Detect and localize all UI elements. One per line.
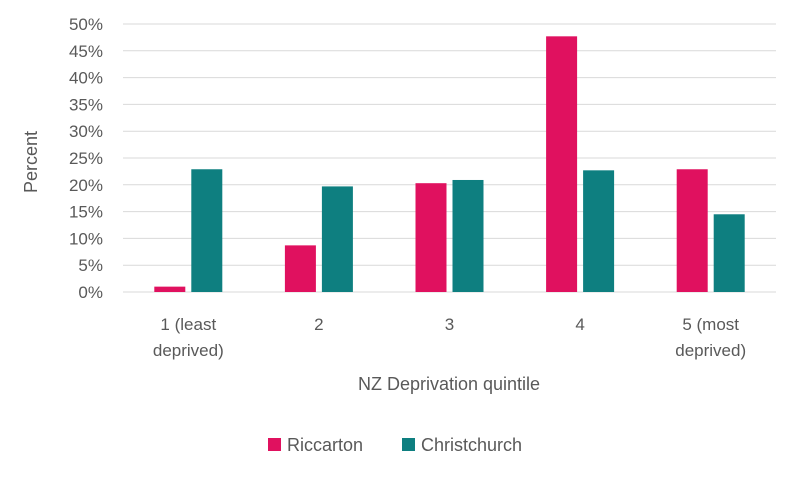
bar-christchurch-4: [583, 170, 615, 292]
y-tick-label: 30%: [69, 122, 103, 141]
y-tick-label: 15%: [69, 203, 103, 222]
x-category-label: 1 (least deprived): [153, 315, 224, 360]
y-axis-ticks: 0% 5% 10% 15% 20% 25% 30% 35% 40% 45% 50%: [69, 15, 103, 302]
bar-riccarton-3: [415, 183, 447, 292]
legend-label-christchurch: Christchurch: [421, 435, 522, 455]
x-category-label: 3: [445, 315, 454, 334]
bar-christchurch-1: [191, 169, 223, 292]
bars: [154, 36, 745, 292]
y-tick-label: 20%: [69, 176, 103, 195]
legend-label-riccarton: Riccarton: [287, 435, 363, 455]
gridlines: [123, 23, 776, 293]
bar-christchurch-3: [452, 179, 484, 292]
y-axis-title: Percent: [21, 131, 41, 193]
y-tick-label: 40%: [69, 69, 103, 88]
bar-riccarton-5: [676, 169, 708, 292]
y-tick-label: 10%: [69, 229, 103, 248]
x-axis-categories: 1 (least deprived) 2 3 4 5 (most deprived): [153, 315, 746, 360]
bar-riccarton-4: [546, 36, 578, 292]
bar-christchurch-5: [713, 214, 745, 292]
y-tick-label: 35%: [69, 95, 103, 114]
x-category-label: 2: [314, 315, 323, 334]
x-axis-title: NZ Deprivation quintile: [358, 374, 540, 394]
bar-riccarton-2: [284, 245, 316, 292]
y-tick-label: 5%: [78, 256, 103, 275]
bar-christchurch-2: [321, 186, 353, 292]
y-tick-label: 50%: [69, 15, 103, 34]
y-tick-label: 25%: [69, 149, 103, 168]
y-tick-label: 0%: [78, 283, 103, 302]
x-category-label: 4: [575, 315, 584, 334]
y-tick-label: 45%: [69, 42, 103, 61]
x-category-label: 5 (most deprived): [675, 315, 746, 360]
legend-swatch-riccarton: [268, 438, 281, 451]
legend-swatch-christchurch: [402, 438, 415, 451]
legend: Riccarton Christchurch: [268, 435, 522, 455]
bar-riccarton-1: [154, 286, 186, 292]
